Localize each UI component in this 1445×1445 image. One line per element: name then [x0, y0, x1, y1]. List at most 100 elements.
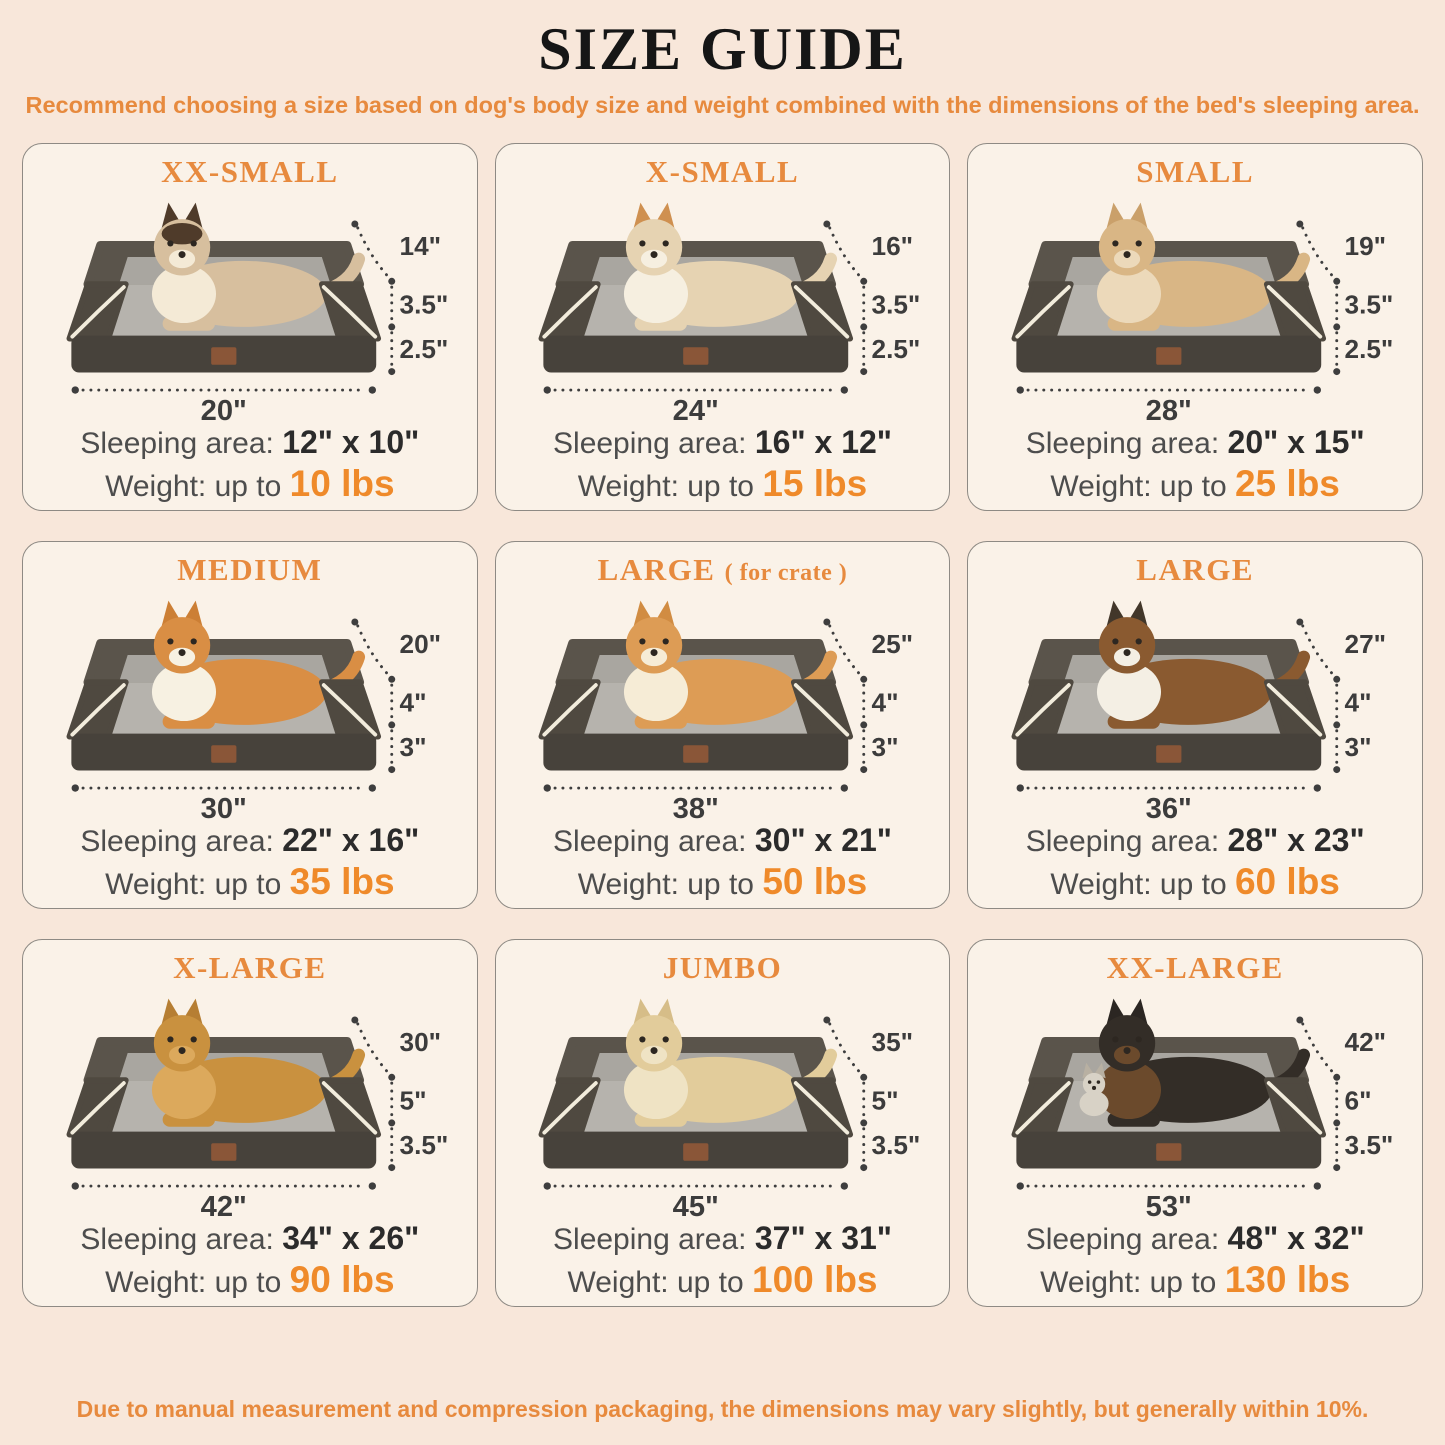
- dim-bolster-label: 3.5": [1345, 290, 1394, 320]
- sleeping-area-line: Sleeping area: 20" x 15": [974, 424, 1416, 461]
- size-card: XX-SMALL: [22, 142, 478, 511]
- dim-width-label: 36": [1146, 794, 1192, 823]
- sleeping-area-line: Sleeping area: 30" x 21": [502, 822, 944, 859]
- dim-base-label: 3.5": [872, 1130, 921, 1160]
- bed-diagram: 19" 3.5" 2.5" 28": [1011, 203, 1394, 424]
- bed-illustration: 25" 4" 3" 38": [502, 589, 944, 822]
- weight-line: Weight: up to 100 lbs: [502, 1259, 944, 1301]
- size-card: SMALL: [967, 142, 1423, 511]
- page-subtitle: Recommend choosing a size based on dog's…: [25, 92, 1420, 118]
- size-name: JUMBO: [662, 949, 783, 985]
- size-card-title: SMALL: [974, 154, 1416, 190]
- weight-value: 50 lbs: [762, 860, 868, 902]
- dog-illustration: [151, 203, 365, 332]
- bed-illustration: 20" 4" 3" 30": [29, 589, 471, 822]
- brand-tag: [1156, 1143, 1182, 1162]
- bed-illustration: 30" 5" 3.5" 42": [29, 987, 471, 1220]
- sleeping-area-label: Sleeping area:: [1025, 1223, 1220, 1257]
- size-name: XX-LARGE: [1106, 949, 1284, 985]
- size-card-title: X-SMALL: [502, 154, 944, 190]
- dimension-annotations: 35" 5" 3.5" 45": [544, 1016, 921, 1221]
- dim-base-label: 2.5": [872, 334, 921, 364]
- footer-note: Due to manual measurement and compressio…: [76, 1396, 1369, 1422]
- dog-illustration: [1097, 203, 1311, 332]
- companion-dog: [1079, 1063, 1109, 1117]
- dim-depth-label: 25": [872, 630, 914, 660]
- dim-width-label: 42": [201, 1192, 247, 1221]
- dog-illustration: [624, 601, 838, 730]
- bed-front: [1011, 1077, 1327, 1170]
- dim-bolster-label: 5": [872, 1086, 899, 1116]
- weight-label: Weight: up to: [105, 469, 282, 503]
- brand-tag: [1156, 347, 1182, 366]
- dim-depth-label: 20": [399, 630, 441, 660]
- weight-value: 100 lbs: [752, 1258, 878, 1300]
- bed-diagram: 14" 3.5" 2.5" 20": [66, 203, 448, 425]
- bed-front: [538, 679, 854, 772]
- bed-front: [538, 281, 854, 374]
- size-card: MEDIUM: [22, 540, 478, 909]
- dimension-annotations: 20" 4" 3" 30": [71, 618, 441, 823]
- bed-front: [66, 1077, 381, 1170]
- weight-value: 15 lbs: [762, 462, 868, 504]
- dim-bolster-label: 3.5": [872, 290, 921, 320]
- dim-base-label: 3": [399, 732, 426, 762]
- sleeping-area-label: Sleeping area:: [553, 825, 747, 859]
- bed-front: [538, 1077, 854, 1170]
- sleeping-area-label: Sleeping area:: [553, 1223, 747, 1257]
- weight-value: 90 lbs: [289, 1258, 395, 1300]
- dim-depth-label: 16": [872, 232, 914, 262]
- weight-line: Weight: up to 90 lbs: [29, 1259, 471, 1301]
- weight-value: 60 lbs: [1234, 860, 1340, 902]
- size-card: JUMBO: [494, 938, 951, 1307]
- bed-diagram: 25" 4" 3" 38": [538, 601, 914, 823]
- weight-value: 25 lbs: [1234, 462, 1340, 504]
- sleeping-area-label: Sleeping area:: [80, 1223, 274, 1257]
- bed-illustration: 35" 5" 3.5" 45": [502, 987, 944, 1220]
- dog-illustration: [151, 601, 365, 730]
- bed-front: [66, 281, 381, 374]
- size-name: SMALL: [1136, 153, 1255, 189]
- dimension-annotations: 16" 3.5" 2.5" 24": [544, 220, 921, 424]
- dim-width-label: 38": [673, 794, 719, 823]
- size-card: LARGE ( for crate ): [494, 540, 951, 909]
- dim-bolster-label: 4": [872, 688, 899, 718]
- size-note: ( for crate ): [724, 559, 848, 586]
- sleeping-area-line: Sleeping area: 34" x 26": [29, 1220, 471, 1257]
- size-card: X-SMALL: [494, 142, 951, 511]
- brand-tag: [683, 1143, 709, 1162]
- brand-tag: [210, 347, 237, 366]
- weight-label: Weight: up to: [105, 1265, 282, 1299]
- weight-line: Weight: up to 50 lbs: [502, 861, 944, 903]
- size-card: LARGE: [967, 540, 1423, 909]
- dim-base-label: 3.5": [1345, 1130, 1394, 1160]
- sleeping-area-value: 48" x 32": [1227, 1220, 1365, 1257]
- weight-label: Weight: up to: [1040, 1265, 1217, 1299]
- sleeping-area-line: Sleeping area: 16" x 12": [502, 424, 944, 461]
- dim-width-label: 30": [201, 794, 247, 823]
- bed-diagram: 30" 5" 3.5" 42": [66, 999, 448, 1221]
- sleeping-area-label: Sleeping area:: [553, 427, 747, 461]
- weight-label: Weight: up to: [577, 469, 754, 503]
- dim-depth-label: 42": [1345, 1028, 1387, 1058]
- dim-bolster-label: 5": [399, 1086, 426, 1116]
- brand-tag: [210, 745, 237, 764]
- sleeping-area-value: 22" x 16": [282, 822, 420, 859]
- size-name: LARGE: [1136, 551, 1255, 587]
- bed-illustration: 14" 3.5" 2.5" 20": [29, 191, 471, 424]
- weight-value: 130 lbs: [1224, 1258, 1351, 1300]
- dim-bolster-label: 6": [1345, 1086, 1372, 1116]
- dimension-annotations: 27" 4" 3" 36": [1016, 618, 1386, 823]
- sleeping-area-label: Sleeping area:: [80, 427, 274, 461]
- sleeping-area-line: Sleeping area: 48" x 32": [974, 1220, 1416, 1257]
- weight-label: Weight: up to: [1050, 867, 1227, 901]
- dimension-annotations: 42" 6" 3.5" 53": [1016, 1016, 1394, 1220]
- size-grid: XX-SMALL: [22, 142, 1423, 1307]
- size-name: LARGE: [597, 551, 716, 587]
- dimension-annotations: 25" 4" 3" 38": [544, 618, 914, 823]
- dim-width-label: 20": [201, 396, 247, 425]
- dim-width-label: 45": [673, 1192, 719, 1221]
- dimension-annotations: 19" 3.5" 2.5" 28": [1016, 220, 1394, 424]
- sleeping-area-line: Sleeping area: 28" x 23": [974, 822, 1416, 859]
- size-name: X-SMALL: [645, 153, 800, 189]
